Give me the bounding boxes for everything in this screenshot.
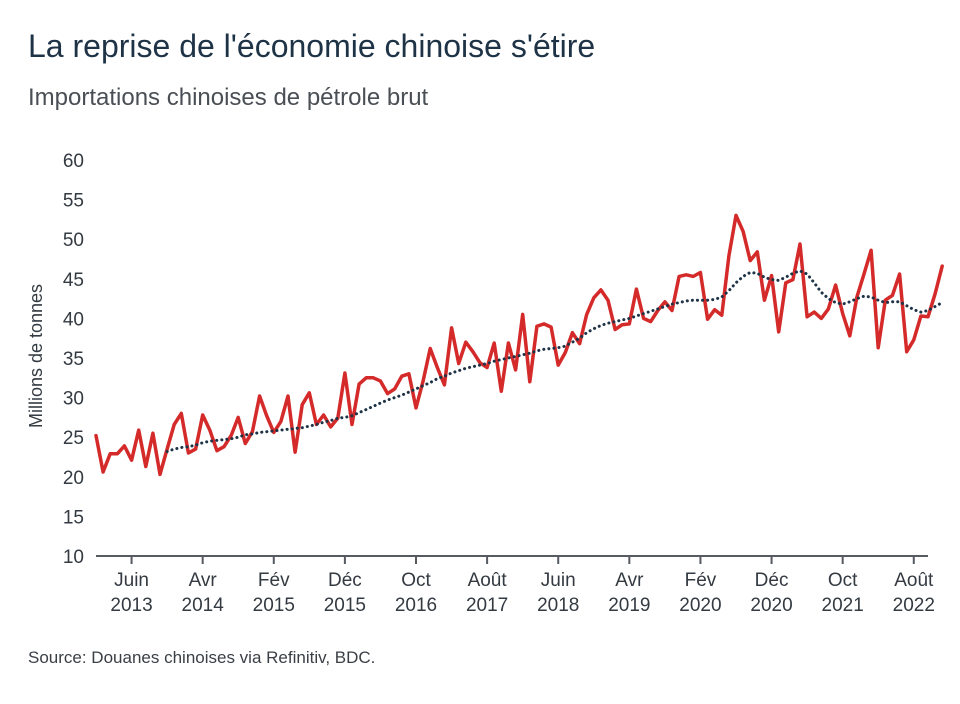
x-tick-month: Juin — [541, 570, 576, 591]
x-tick-year: 2016 — [395, 595, 437, 616]
x-tick-year: 2019 — [608, 595, 650, 616]
y-tick-label: 30 — [63, 389, 84, 410]
x-tick-month: Avr — [189, 570, 218, 591]
x-tick-month: Déc — [328, 570, 362, 591]
source-note: Source: Douanes chinoises via Refinitiv,… — [28, 648, 376, 667]
x-tick-year: 2020 — [750, 595, 792, 616]
x-tick-year: 2017 — [466, 595, 508, 616]
y-tick-label: 35 — [63, 349, 84, 370]
x-tick-year: 2020 — [679, 595, 721, 616]
x-tick-month: Juin — [114, 570, 149, 591]
y-tick-label: 25 — [63, 428, 84, 449]
y-tick-label: 10 — [63, 547, 84, 568]
x-tick-year: 2014 — [182, 595, 225, 616]
y-tick-label: 55 — [63, 191, 84, 212]
x-tick-month: Fév — [258, 570, 290, 591]
x-tick-month: Oct — [401, 570, 431, 591]
x-tick-year: 2015 — [253, 595, 295, 616]
x-tick-month: Oct — [828, 570, 858, 591]
y-tick-label: 50 — [63, 230, 84, 251]
x-tick-year: 2015 — [324, 595, 366, 616]
series-line-trend — [165, 269, 944, 453]
x-tick-month: Déc — [755, 570, 789, 591]
y-tick-label: 45 — [63, 270, 84, 291]
chart-subtitle: Importations chinoises de pétrole brut — [28, 84, 429, 111]
y-axis-label: Millions de tonnes — [26, 284, 46, 428]
x-tick-year: 2013 — [110, 595, 152, 616]
x-tick-month: Avr — [615, 570, 644, 591]
y-tick-label: 40 — [63, 309, 84, 330]
x-tick-month: Août — [468, 570, 508, 591]
y-tick-label: 60 — [63, 151, 84, 172]
x-tick-year: 2022 — [893, 595, 935, 616]
chart-title: La reprise de l'économie chinoise s'étir… — [28, 28, 596, 64]
y-tick-label: 20 — [63, 468, 84, 489]
y-tick-label: 15 — [63, 507, 84, 528]
series-line-imports — [94, 213, 944, 477]
x-tick-month: Août — [894, 570, 934, 591]
x-tick-year: 2021 — [822, 595, 864, 616]
x-tick-month: Fév — [685, 570, 717, 591]
x-tick-year: 2018 — [537, 595, 579, 616]
